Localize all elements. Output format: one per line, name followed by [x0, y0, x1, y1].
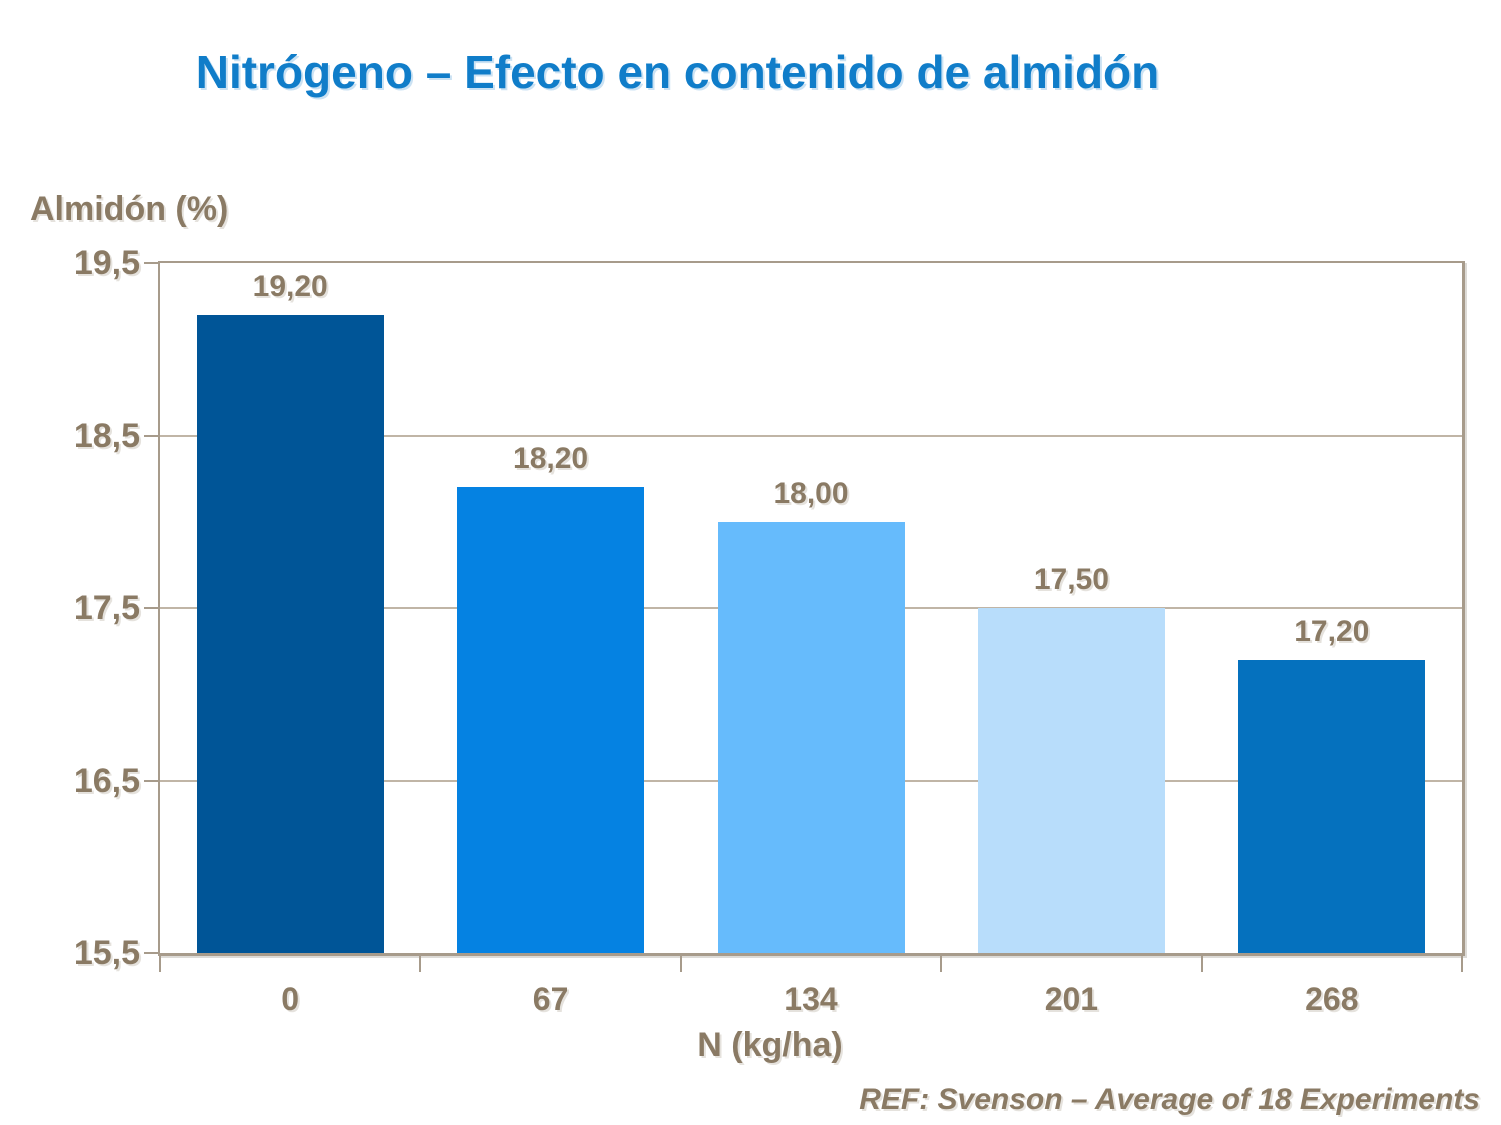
- y-tick-label: 15,5: [73, 934, 140, 972]
- x-tick-label: 0: [281, 981, 300, 1017]
- gridline: [160, 434, 1462, 437]
- x-axis-title: N (kg/ha): [697, 1026, 843, 1064]
- y-axis-tick: [144, 779, 160, 782]
- bar: [1238, 659, 1426, 953]
- plot-area: 19,20 18,20 18,00 17,50 17,20: [158, 261, 1465, 956]
- y-axis-tick: [144, 607, 160, 609]
- bar-value-label: 17,20: [1294, 614, 1370, 648]
- y-axis-tick: [144, 434, 160, 437]
- bar: [977, 608, 1165, 953]
- x-tick-label: 67: [532, 981, 569, 1017]
- x-axis-tick: [679, 956, 682, 972]
- y-tick-label: 17,5: [73, 589, 140, 627]
- bar-value-label: 17,50: [1033, 563, 1109, 596]
- chart-title: Nitrógeno – Efecto en contenido de almid…: [195, 46, 1160, 98]
- bar: [457, 487, 645, 953]
- x-axis-tick: [1200, 956, 1203, 972]
- y-axis-tick: [144, 262, 160, 264]
- y-axis-tick: [144, 952, 160, 954]
- y-tick-label: 18,5: [73, 416, 140, 455]
- y-axis-title: Almidón (%): [30, 190, 229, 228]
- x-axis-tick: [159, 956, 161, 972]
- y-tick-label: 19,5: [73, 244, 140, 282]
- bar: [196, 314, 384, 953]
- y-tick-label: 16,5: [73, 761, 140, 800]
- x-tick-label: 268: [1305, 981, 1359, 1017]
- x-tick-label: 201: [1044, 981, 1099, 1017]
- x-axis-tick: [940, 956, 943, 972]
- reference-note: REF: Svenson – Average of 18 Experiments: [859, 1083, 1480, 1116]
- x-tick-label: 134: [784, 981, 838, 1017]
- bar-value-label: 18,20: [513, 442, 589, 476]
- x-axis-tick: [1461, 956, 1463, 972]
- bar-value-label: 19,20: [252, 269, 328, 303]
- bar: [717, 521, 905, 953]
- x-axis-tick: [419, 956, 422, 972]
- bar-value-label: 18,00: [773, 476, 849, 510]
